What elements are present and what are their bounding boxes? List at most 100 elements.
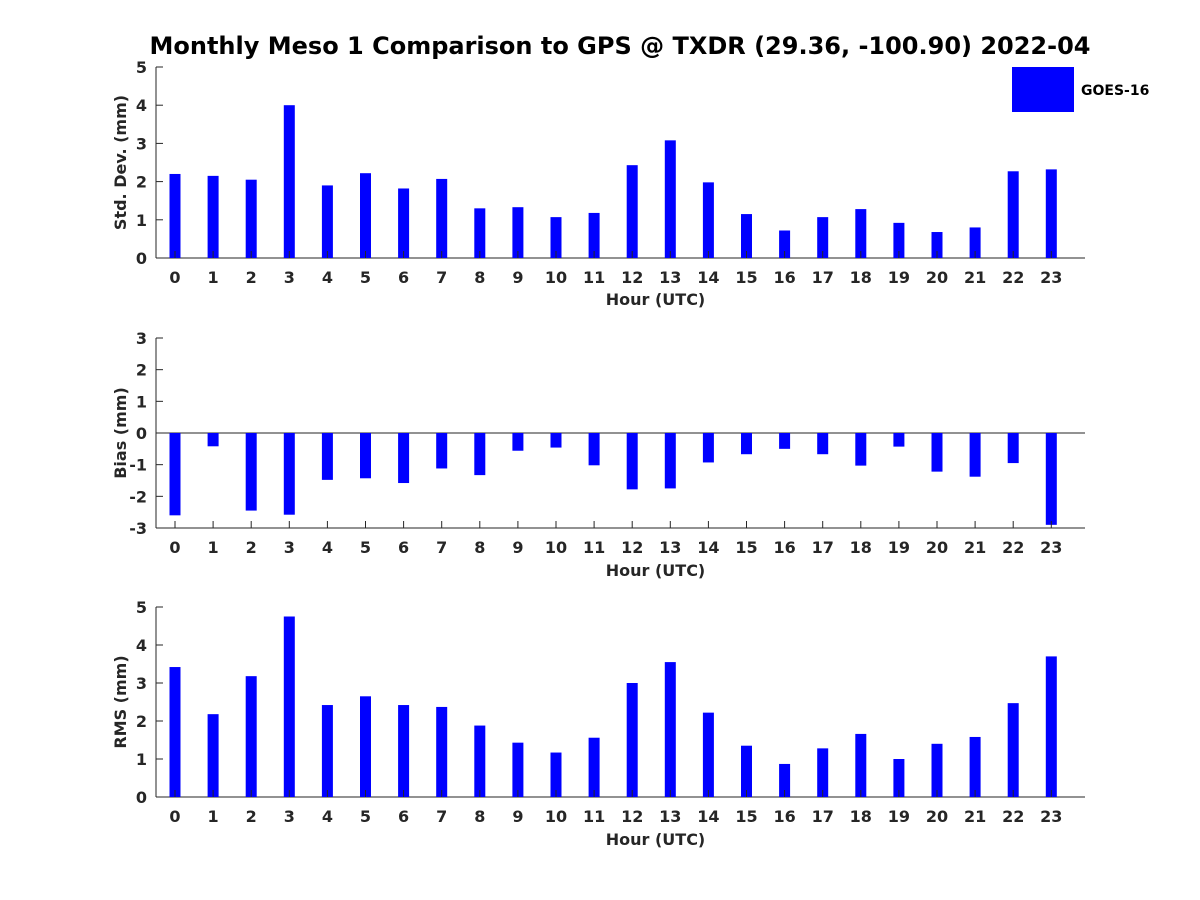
x-tick-label: 4 xyxy=(322,268,333,287)
x-tick-label: 9 xyxy=(512,268,523,287)
x-tick-label: 15 xyxy=(735,807,757,826)
x-tick-label: 13 xyxy=(659,538,681,557)
bar-bias-hour-5 xyxy=(360,433,371,479)
bar-bias-hour-20 xyxy=(931,433,943,472)
x-tick-label: 17 xyxy=(812,807,834,826)
x-tick-label: 9 xyxy=(512,538,523,557)
x-tick-label: 8 xyxy=(474,538,485,557)
x-tick-label: 4 xyxy=(322,538,333,557)
x-tick-label: 22 xyxy=(1002,268,1024,287)
bar-std-hour-12 xyxy=(626,165,638,258)
x-tick-label: 5 xyxy=(360,538,371,557)
x-tick-label: 6 xyxy=(398,268,409,287)
bar-std-hour-15 xyxy=(741,214,752,258)
x-tick-label: 23 xyxy=(1040,807,1062,826)
x-tick-label: 20 xyxy=(926,268,948,287)
bar-rms-hour-1 xyxy=(207,714,219,797)
x-tick-label: 23 xyxy=(1040,268,1062,287)
y-tick-label: -2 xyxy=(129,487,147,506)
x-tick-label: 12 xyxy=(621,538,643,557)
bar-std-hour-6 xyxy=(398,188,410,258)
bar-bias-hour-0 xyxy=(169,433,181,516)
bar-rms-hour-2 xyxy=(245,676,257,797)
x-tick-label: 7 xyxy=(436,538,447,557)
bar-std-hour-0 xyxy=(169,173,181,258)
bar-rms-hour-9 xyxy=(512,742,524,797)
bar-rms-hour-12 xyxy=(626,683,638,797)
bar-std-hour-8 xyxy=(474,208,486,258)
bar-bias-hour-13 xyxy=(664,433,676,489)
y-tick-label: 1 xyxy=(136,750,147,769)
bar-bias-hour-16 xyxy=(779,433,791,449)
bar-bias-hour-18 xyxy=(855,433,867,466)
chart-title: Monthly Meso 1 Comparison to GPS @ TXDR … xyxy=(150,32,1091,60)
x-tick-label: 3 xyxy=(284,807,295,826)
bar-std-hour-10 xyxy=(550,217,562,258)
y-tick-label: 5 xyxy=(136,58,147,77)
x-tick-label: 23 xyxy=(1040,538,1062,557)
bar-std-hour-5 xyxy=(360,173,371,258)
bar-rms-hour-7 xyxy=(436,706,448,797)
x-tick-label: 18 xyxy=(850,538,872,557)
x-tick-label: 10 xyxy=(545,268,567,287)
y-tick-label: 4 xyxy=(136,636,147,655)
bar-rms-hour-10 xyxy=(550,752,562,797)
y-tick-label: 2 xyxy=(136,173,147,192)
y-tick-label: 0 xyxy=(136,424,147,443)
x-tick-label: 21 xyxy=(964,268,986,287)
x-tick-label: 14 xyxy=(697,268,719,287)
y-tick-label: 3 xyxy=(136,329,147,348)
x-tick-label: 16 xyxy=(773,268,795,287)
x-tick-label: 15 xyxy=(735,538,757,557)
x-axis-label: Hour (UTC) xyxy=(606,830,706,849)
bar-rms-hour-17 xyxy=(817,748,829,797)
y-tick-label: 2 xyxy=(136,361,147,380)
bar-std-hour-7 xyxy=(436,178,448,258)
bar-bias-hour-10 xyxy=(550,433,562,448)
legend-swatch xyxy=(1012,67,1074,112)
x-tick-label: 19 xyxy=(888,268,910,287)
x-tick-label: 19 xyxy=(888,538,910,557)
bar-bias-hour-9 xyxy=(512,433,524,451)
x-tick-label: 11 xyxy=(583,268,605,287)
bar-std-hour-3 xyxy=(283,105,295,258)
x-tick-label: 11 xyxy=(583,538,605,557)
x-tick-label: 12 xyxy=(621,268,643,287)
x-tick-label: 4 xyxy=(322,807,333,826)
x-tick-label: 20 xyxy=(926,807,948,826)
x-tick-label: 19 xyxy=(888,807,910,826)
x-tick-label: 20 xyxy=(926,538,948,557)
bar-std-hour-13 xyxy=(664,140,676,258)
bar-bias-hour-17 xyxy=(817,433,829,455)
x-tick-label: 1 xyxy=(208,538,219,557)
y-tick-label: 1 xyxy=(136,392,147,411)
y-axis-label: Std. Dev. (mm) xyxy=(111,95,130,230)
bar-std-hour-16 xyxy=(779,230,791,258)
bar-std-hour-11 xyxy=(588,212,600,258)
legend: GOES-16 xyxy=(1012,67,1149,112)
y-tick-label: 1 xyxy=(136,211,147,230)
bar-rms-hour-20 xyxy=(931,743,943,797)
y-tick-label: 5 xyxy=(136,598,147,617)
x-tick-label: 2 xyxy=(246,268,257,287)
x-tick-label: 2 xyxy=(246,807,257,826)
x-tick-label: 14 xyxy=(697,538,719,557)
y-tick-label: 4 xyxy=(136,96,147,115)
bar-bias-hour-2 xyxy=(245,433,257,511)
x-tick-label: 3 xyxy=(284,268,295,287)
bar-rms-hour-14 xyxy=(702,712,714,797)
x-tick-label: 1 xyxy=(208,268,219,287)
bar-std-hour-14 xyxy=(702,182,714,258)
bar-rms-hour-0 xyxy=(169,667,181,797)
bar-rms-hour-23 xyxy=(1045,656,1057,797)
bar-std-hour-1 xyxy=(207,175,219,258)
y-tick-label: 3 xyxy=(136,134,147,153)
bar-std-hour-22 xyxy=(1007,171,1019,258)
bar-rms-hour-4 xyxy=(321,705,333,797)
bar-bias-hour-7 xyxy=(436,433,448,469)
x-tick-label: 5 xyxy=(360,807,371,826)
x-tick-label: 17 xyxy=(812,538,834,557)
bar-std-hour-17 xyxy=(817,217,829,258)
x-tick-label: 11 xyxy=(583,807,605,826)
